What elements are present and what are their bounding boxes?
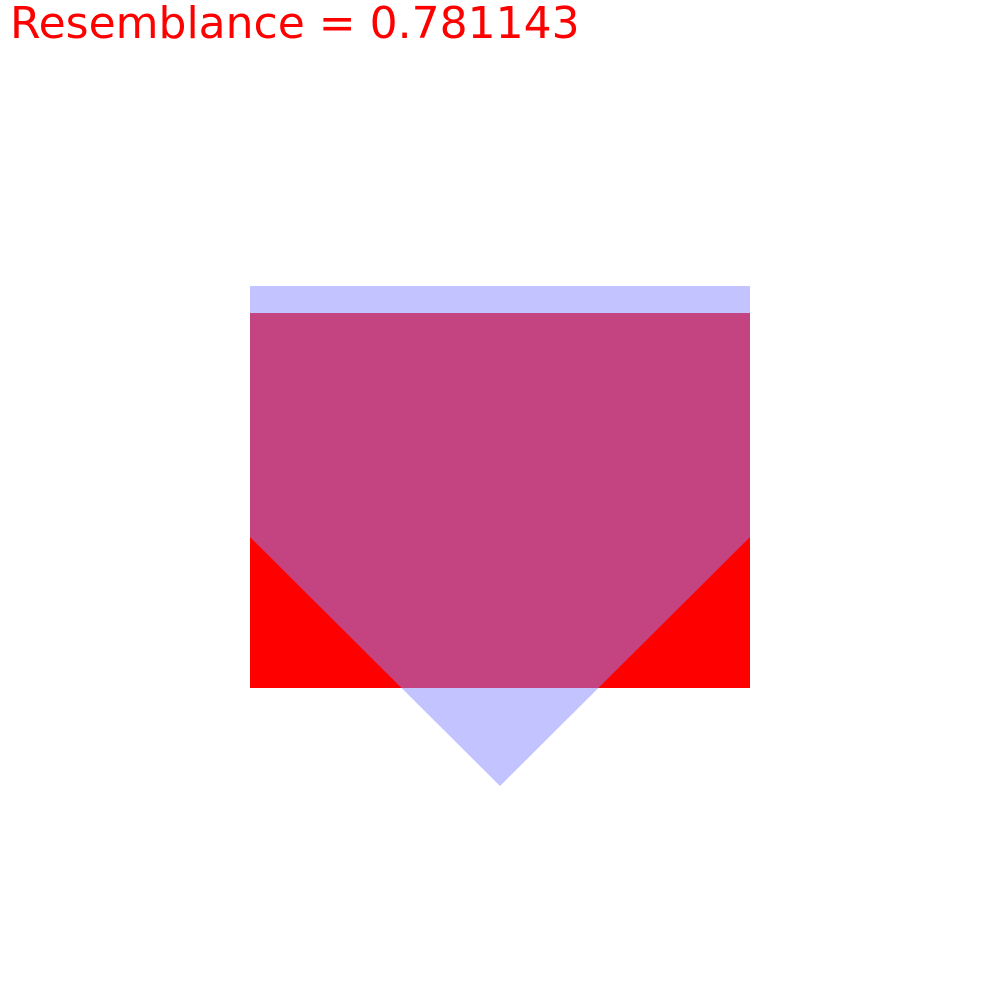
resemblance-score-label: Resemblance = 0.781143 xyxy=(10,0,580,49)
candidate-shape-pentagon xyxy=(250,286,750,786)
